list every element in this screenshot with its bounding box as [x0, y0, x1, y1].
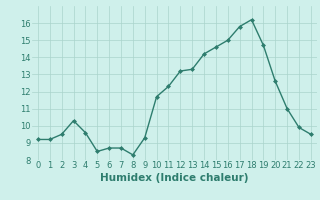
X-axis label: Humidex (Indice chaleur): Humidex (Indice chaleur): [100, 173, 249, 183]
